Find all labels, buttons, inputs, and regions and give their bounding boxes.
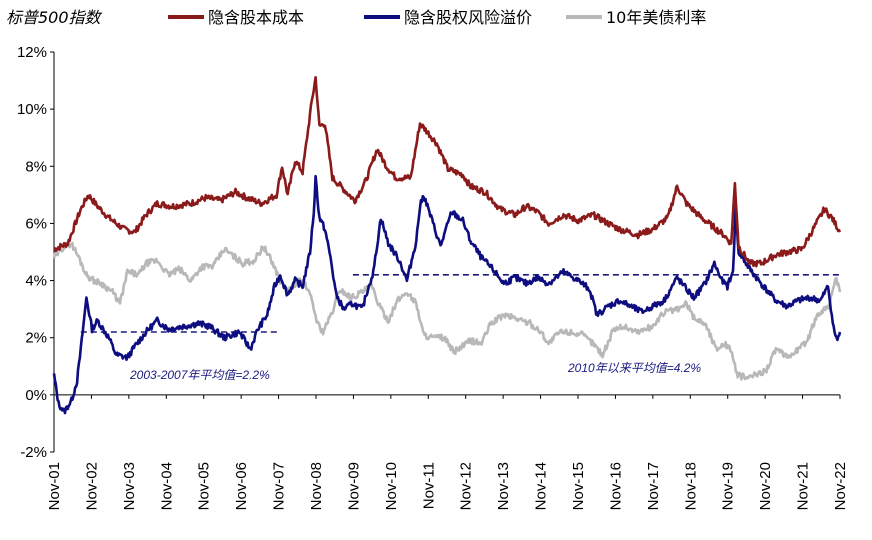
x-tick-label: Nov-11 [420,462,437,509]
x-tick-label: Nov-10 [383,462,400,510]
average-label: 2003-2007年平均值=2.2% [129,368,270,382]
x-tick-label: Nov-06 [233,462,250,510]
x-axis: Nov-01 Nov-02 Nov-03 Nov-04 Nov-05 Nov-06 Nov-… [46,394,849,510]
y-tick-label: 10% [17,101,47,118]
series-lines [52,76,842,415]
x-tick-label: Nov-15 [570,462,587,510]
x-tick-label: Nov-09 [345,462,362,510]
x-tick-label: Nov-22 [832,462,849,510]
series-line [52,240,842,381]
x-tick-label: Nov-05 [196,462,213,510]
x-tick-label: Nov-17 [645,462,662,510]
legend-label: 隐含股权风险溢价 [404,8,532,27]
x-tick-label: Nov-04 [158,462,175,510]
legend: 隐含股本成本 隐含股权风险溢价 10年美债利率 [168,8,706,27]
y-tick-label: 8% [25,158,47,175]
x-tick-label: Nov-21 [795,462,812,510]
y-tick-label: 6% [25,215,47,232]
y-tick-label: 4% [25,273,47,290]
legend-label: 10年美债利率 [606,8,706,27]
x-tick-label: Nov-08 [308,462,325,510]
y-tick-label: 12% [17,44,47,61]
x-tick-label: Nov-19 [720,462,737,510]
y-tick-label: -2% [20,444,47,461]
y-tick-label: 2% [25,330,47,347]
legend-label: 隐含股本成本 [208,8,304,27]
series-line [52,174,842,415]
y-tick-label: 0% [25,387,47,404]
average-lines: 2003-2007年平均值=2.2% 2010年以来平均值=4.2% [80,274,840,382]
x-tick-label: Nov-14 [533,462,550,510]
average-label: 2010年以来平均值=4.2% [567,361,701,375]
x-tick-label: Nov-16 [607,462,624,510]
x-tick-label: Nov-07 [271,462,288,510]
x-tick-label: Nov-01 [46,462,63,510]
x-tick-label: Nov-12 [458,462,475,510]
x-tick-label: Nov-13 [495,462,512,510]
x-tick-label: Nov-03 [121,462,138,510]
y-axis: -2% 0% 2% 4% 6% 8% 10% 12% [17,44,55,461]
series-line [53,76,842,268]
chart-title: 标普500指数 [6,8,103,27]
x-tick-label: Nov-20 [757,462,774,510]
x-tick-label: Nov-02 [83,462,100,510]
x-tick-label: Nov-18 [682,462,699,510]
